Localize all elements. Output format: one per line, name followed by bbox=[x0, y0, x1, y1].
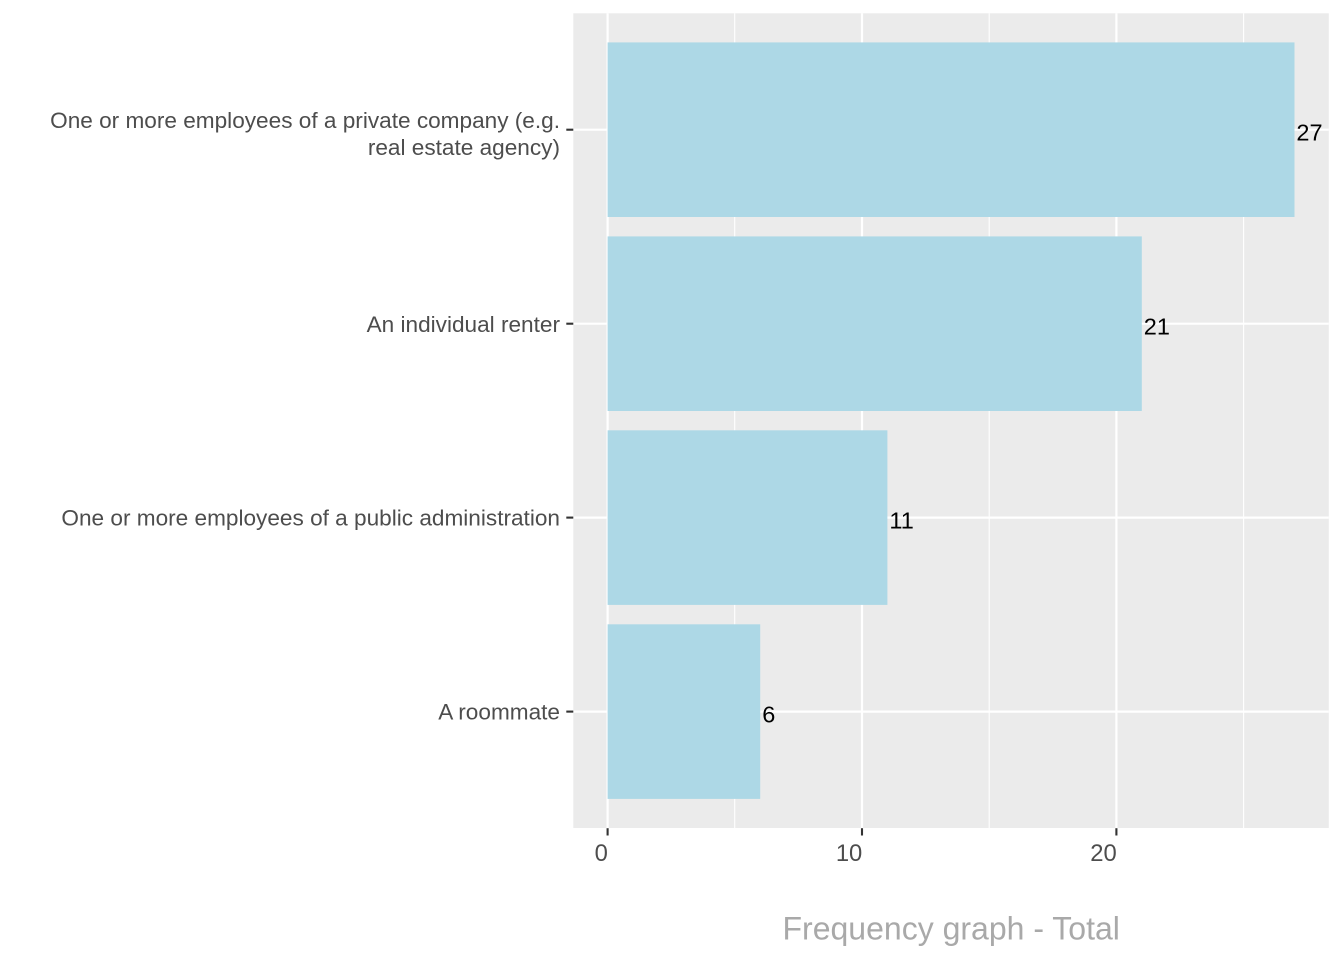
svg-text:10: 10 bbox=[836, 840, 862, 867]
svg-text:27: 27 bbox=[1296, 120, 1322, 146]
svg-text:0: 0 bbox=[595, 840, 608, 867]
svg-text:11: 11 bbox=[889, 508, 913, 534]
svg-text:Frequency graph - Total: Frequency graph - Total bbox=[783, 911, 1120, 947]
svg-text:21: 21 bbox=[1144, 314, 1170, 340]
svg-text:A roommate: A roommate bbox=[438, 700, 560, 725]
svg-text:One or more employees of a pub: One or more employees of a public admini… bbox=[61, 506, 560, 531]
svg-text:real estate agency): real estate agency) bbox=[368, 135, 560, 160]
svg-text:6: 6 bbox=[762, 702, 775, 728]
svg-text:20: 20 bbox=[1090, 840, 1116, 867]
svg-text:One or more employees of a pri: One or more employees of a private compa… bbox=[50, 108, 560, 133]
svg-text:An individual renter: An individual renter bbox=[367, 312, 561, 337]
